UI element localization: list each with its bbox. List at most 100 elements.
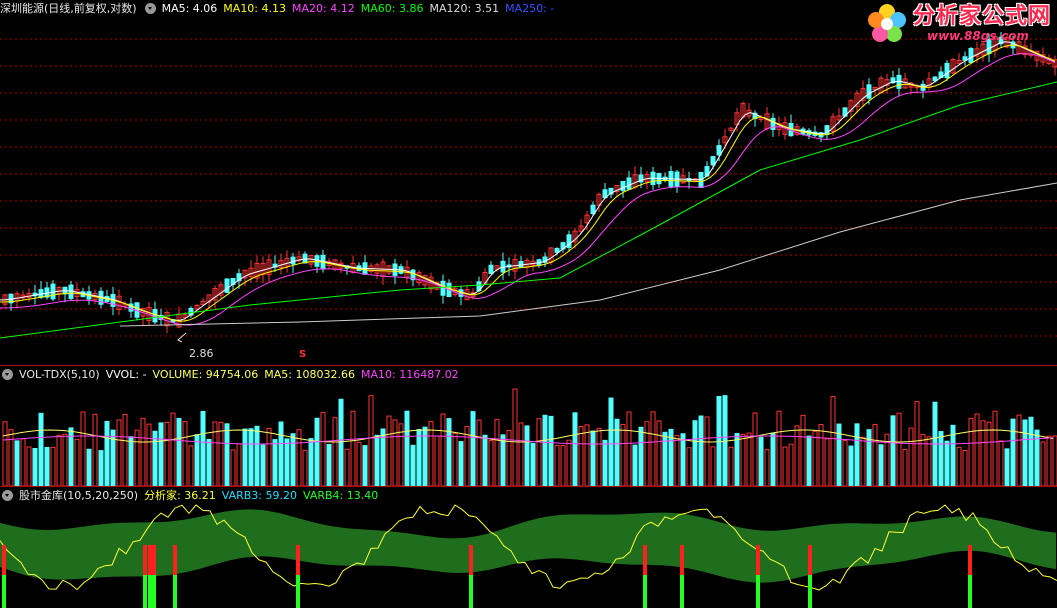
volume-bar [68,427,74,486]
volume-bar [86,448,92,486]
volume-bar [122,413,128,486]
volume-bar [608,397,614,486]
candle-body [590,204,596,215]
volume-bar [368,395,374,486]
candle-body [974,48,980,57]
volume-bar [254,425,260,486]
candle-body [956,60,962,65]
indicator-panel: 股市金库(10,5,20,250) 分析家: 36.21 VARB3: 59.2… [0,487,1057,608]
volume-bar [866,429,872,486]
volume-bar [410,444,416,486]
volume-bar [74,438,80,486]
candle-body [884,79,890,86]
panel-menu-icon[interactable] [2,489,13,501]
volume-bar [26,446,32,486]
volume-bar [80,411,86,486]
volume-bar [782,446,788,486]
volume-bar [812,430,818,486]
volume-bar [542,414,548,486]
signal-bar-red [148,545,152,575]
candle-body [572,230,578,243]
volume-bar [968,417,974,486]
volume-bar [572,412,578,486]
volume-bar [14,440,20,486]
volume-bar [140,417,146,486]
panel-menu-icon[interactable] [2,368,13,380]
signal-bar-red [680,545,684,575]
volume-bar [362,445,368,486]
volume-bar [1046,435,1052,486]
price-chart[interactable] [0,0,1057,365]
panel-divider[interactable] [0,365,1057,366]
volume-bar [266,427,272,486]
volume-bar [584,424,590,486]
signal-bar-red [469,545,473,575]
volume-bar [272,439,278,486]
volume-bar [338,398,344,486]
signal-bar-green [173,575,177,608]
logo-title: 分析家公式网 [912,4,1051,29]
candle-body [266,259,272,276]
ma250-value: MA250: - [505,1,555,15]
candle-body [224,278,230,293]
panel-divider[interactable] [0,486,1057,487]
low-pointer [177,332,187,343]
volume-bar [344,448,350,486]
indicator-band [0,509,1056,583]
volume-bar [392,419,398,486]
candle-body [218,284,224,296]
volume-bar [20,438,26,486]
signal-bar-red [968,545,972,575]
volume-bar [218,421,224,486]
signal-bar-red [173,545,177,575]
candle-body [932,76,938,82]
candle-body [980,43,986,56]
signal-bar-red [643,545,647,575]
candle-body [758,117,764,121]
volume-bar [464,426,470,486]
signal-bar-green [968,575,972,608]
volume-bar [308,438,314,486]
volume-bar [614,418,620,486]
volume-bar [380,428,386,486]
volume-bar [116,419,122,486]
volume-bar [740,433,746,486]
volume-bar [554,444,560,486]
volume-bar [626,411,632,486]
candle-body [722,136,728,144]
volume-bar [818,423,824,486]
volume-bar [560,445,566,486]
volume-bar [62,433,68,486]
price-legend: 深圳能源(日线,前复权,对数) MA5: 4.06 MA10: 4.13 MA2… [0,0,554,16]
volume-bar [194,434,200,486]
price-panel: 深圳能源(日线,前复权,对数) MA5: 4.06 MA10: 4.13 MA2… [0,0,1057,365]
volume-bar [104,420,110,486]
volume-bar [128,436,134,486]
volume-ma10-line [2,435,1054,445]
volume-ma10-value: MA10: 116487.02 [360,367,459,381]
volume-bar [518,422,524,486]
volume-bar [704,416,710,486]
varb4-value: VARB4: 13.40 [303,488,379,502]
volume-bar [536,418,542,486]
volume-bar [326,443,332,486]
volume-bar [290,433,296,486]
volume-bar [956,446,962,486]
volume-bar [878,444,884,486]
volume-bar [248,428,254,486]
volume-chart[interactable] [0,366,1057,486]
volume-bar [638,426,644,486]
candle-body [752,112,758,119]
volume-bar [440,413,446,486]
volume-bar [698,415,704,486]
volume-bar [2,421,8,486]
volume-bar [908,427,914,486]
panel-menu-icon[interactable] [144,2,156,14]
volume-bar [8,429,14,486]
indicator-chart[interactable] [0,487,1057,608]
candle-body [296,256,302,262]
site-logo[interactable]: 分析家公式网 www.88gs.com [865,2,1051,46]
flower-logo-icon [867,4,906,42]
volume-bar [920,434,926,486]
candle-body [410,269,416,281]
